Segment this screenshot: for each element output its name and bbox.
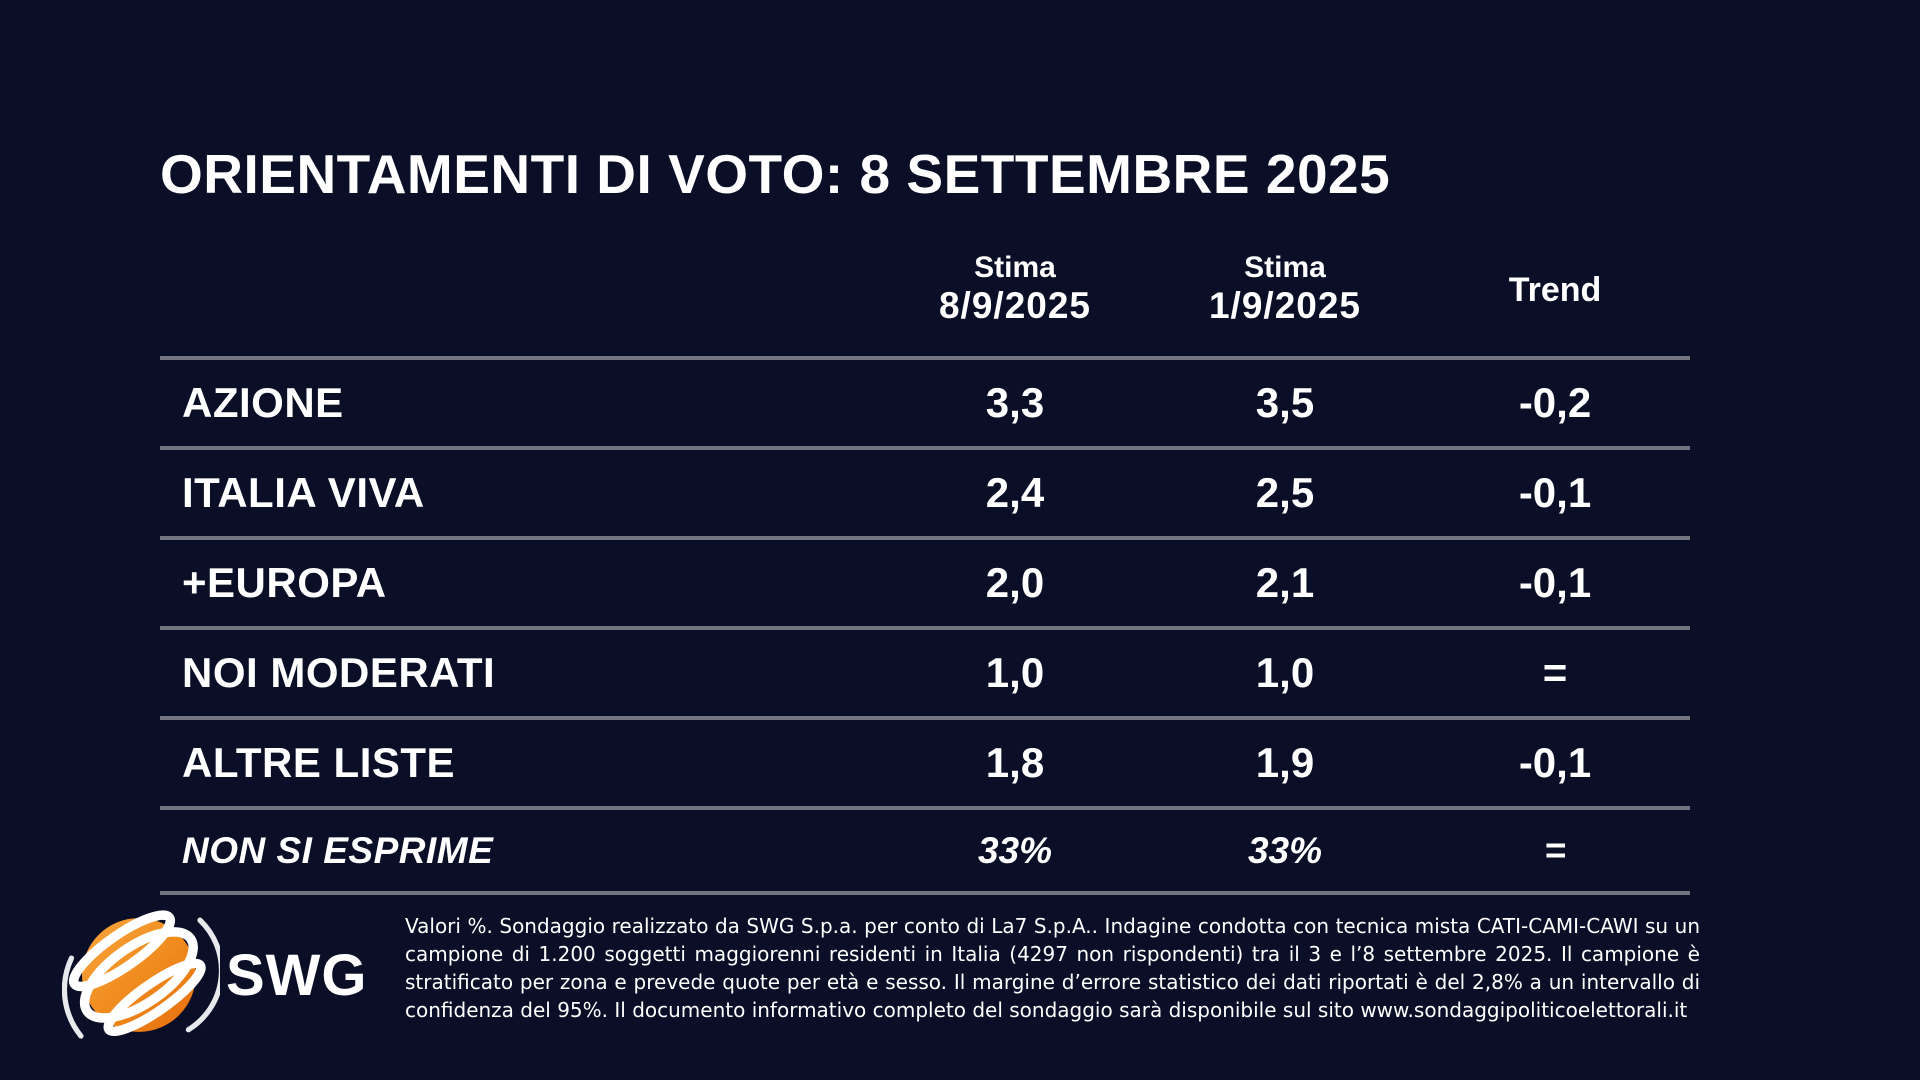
stima-current-value: 1,8: [985, 739, 1045, 786]
party-name: AZIONE: [182, 379, 344, 426]
stima-previous-value: 2,5: [1255, 469, 1315, 516]
trend-value: =: [1544, 829, 1566, 871]
stima-previous-value: 33%: [1247, 829, 1323, 871]
trend-value: -0,1: [1518, 739, 1592, 786]
table-row: AZIONE 3,3 3,5 -0,2: [160, 356, 1690, 446]
trend-value: =: [1542, 649, 1568, 696]
table-row: ALTRE LISTE 1,8 1,9 -0,1: [160, 716, 1690, 806]
party-name: ITALIA VIVA: [182, 469, 425, 516]
header-stima-current-label: Stima: [974, 250, 1056, 284]
party-name: NOI MODERATI: [182, 649, 496, 696]
stima-current-value: 33%: [977, 829, 1053, 871]
header-stima-current: Stima 8/9/2025: [880, 251, 1150, 356]
stima-previous-value: 1,0: [1255, 649, 1315, 696]
no-answer-row: NON SI ESPRIME 33% 33% =: [160, 806, 1690, 895]
page-title: ORIENTAMENTI DI VOTO: 8 SETTEMBRE 2025: [160, 143, 1391, 205]
party-name: +EUROPA: [182, 559, 387, 606]
table-row: +EUROPA 2,0 2,1 -0,1: [160, 536, 1690, 626]
stima-previous-value: 1,9: [1255, 739, 1315, 786]
header-stima-previous-label: Stima: [1244, 250, 1326, 284]
table-row: NOI MODERATI 1,0 1,0 =: [160, 626, 1690, 716]
stima-current-value: 1,0: [985, 649, 1045, 696]
swg-logo-text: SWG: [226, 943, 368, 1008]
trend-value: -0,2: [1518, 379, 1592, 426]
stima-current-value: 2,4: [985, 469, 1045, 516]
table-header-row: Stima 8/9/2025 Stima 1/9/2025 Trend: [160, 245, 1690, 356]
stima-previous-value: 2,1: [1255, 559, 1315, 606]
header-stima-current-date: 8/9/2025: [938, 284, 1092, 326]
methodology-note: Valori %. Sondaggio realizzato da SWG S.…: [405, 914, 1700, 1022]
party-name: ALTRE LISTE: [182, 739, 456, 786]
stima-current-value: 2,0: [985, 559, 1045, 606]
stima-previous-value: 3,5: [1255, 379, 1315, 426]
swg-logo: SWG: [62, 893, 368, 1058]
stima-current-value: 3,3: [985, 379, 1045, 426]
header-stima-previous: Stima 1/9/2025: [1150, 251, 1420, 356]
trend-value: -0,1: [1518, 559, 1592, 606]
poll-table: Stima 8/9/2025 Stima 1/9/2025 Trend AZIO…: [160, 245, 1690, 895]
swg-globe-icon: [62, 909, 220, 1039]
table-row: ITALIA VIVA 2,4 2,5 -0,1: [160, 446, 1690, 536]
trend-value: -0,1: [1518, 469, 1592, 516]
header-stima-previous-date: 1/9/2025: [1208, 284, 1362, 326]
header-trend: Trend: [1508, 271, 1602, 309]
header-spacer: [160, 326, 880, 356]
party-name: NON SI ESPRIME: [182, 829, 494, 871]
